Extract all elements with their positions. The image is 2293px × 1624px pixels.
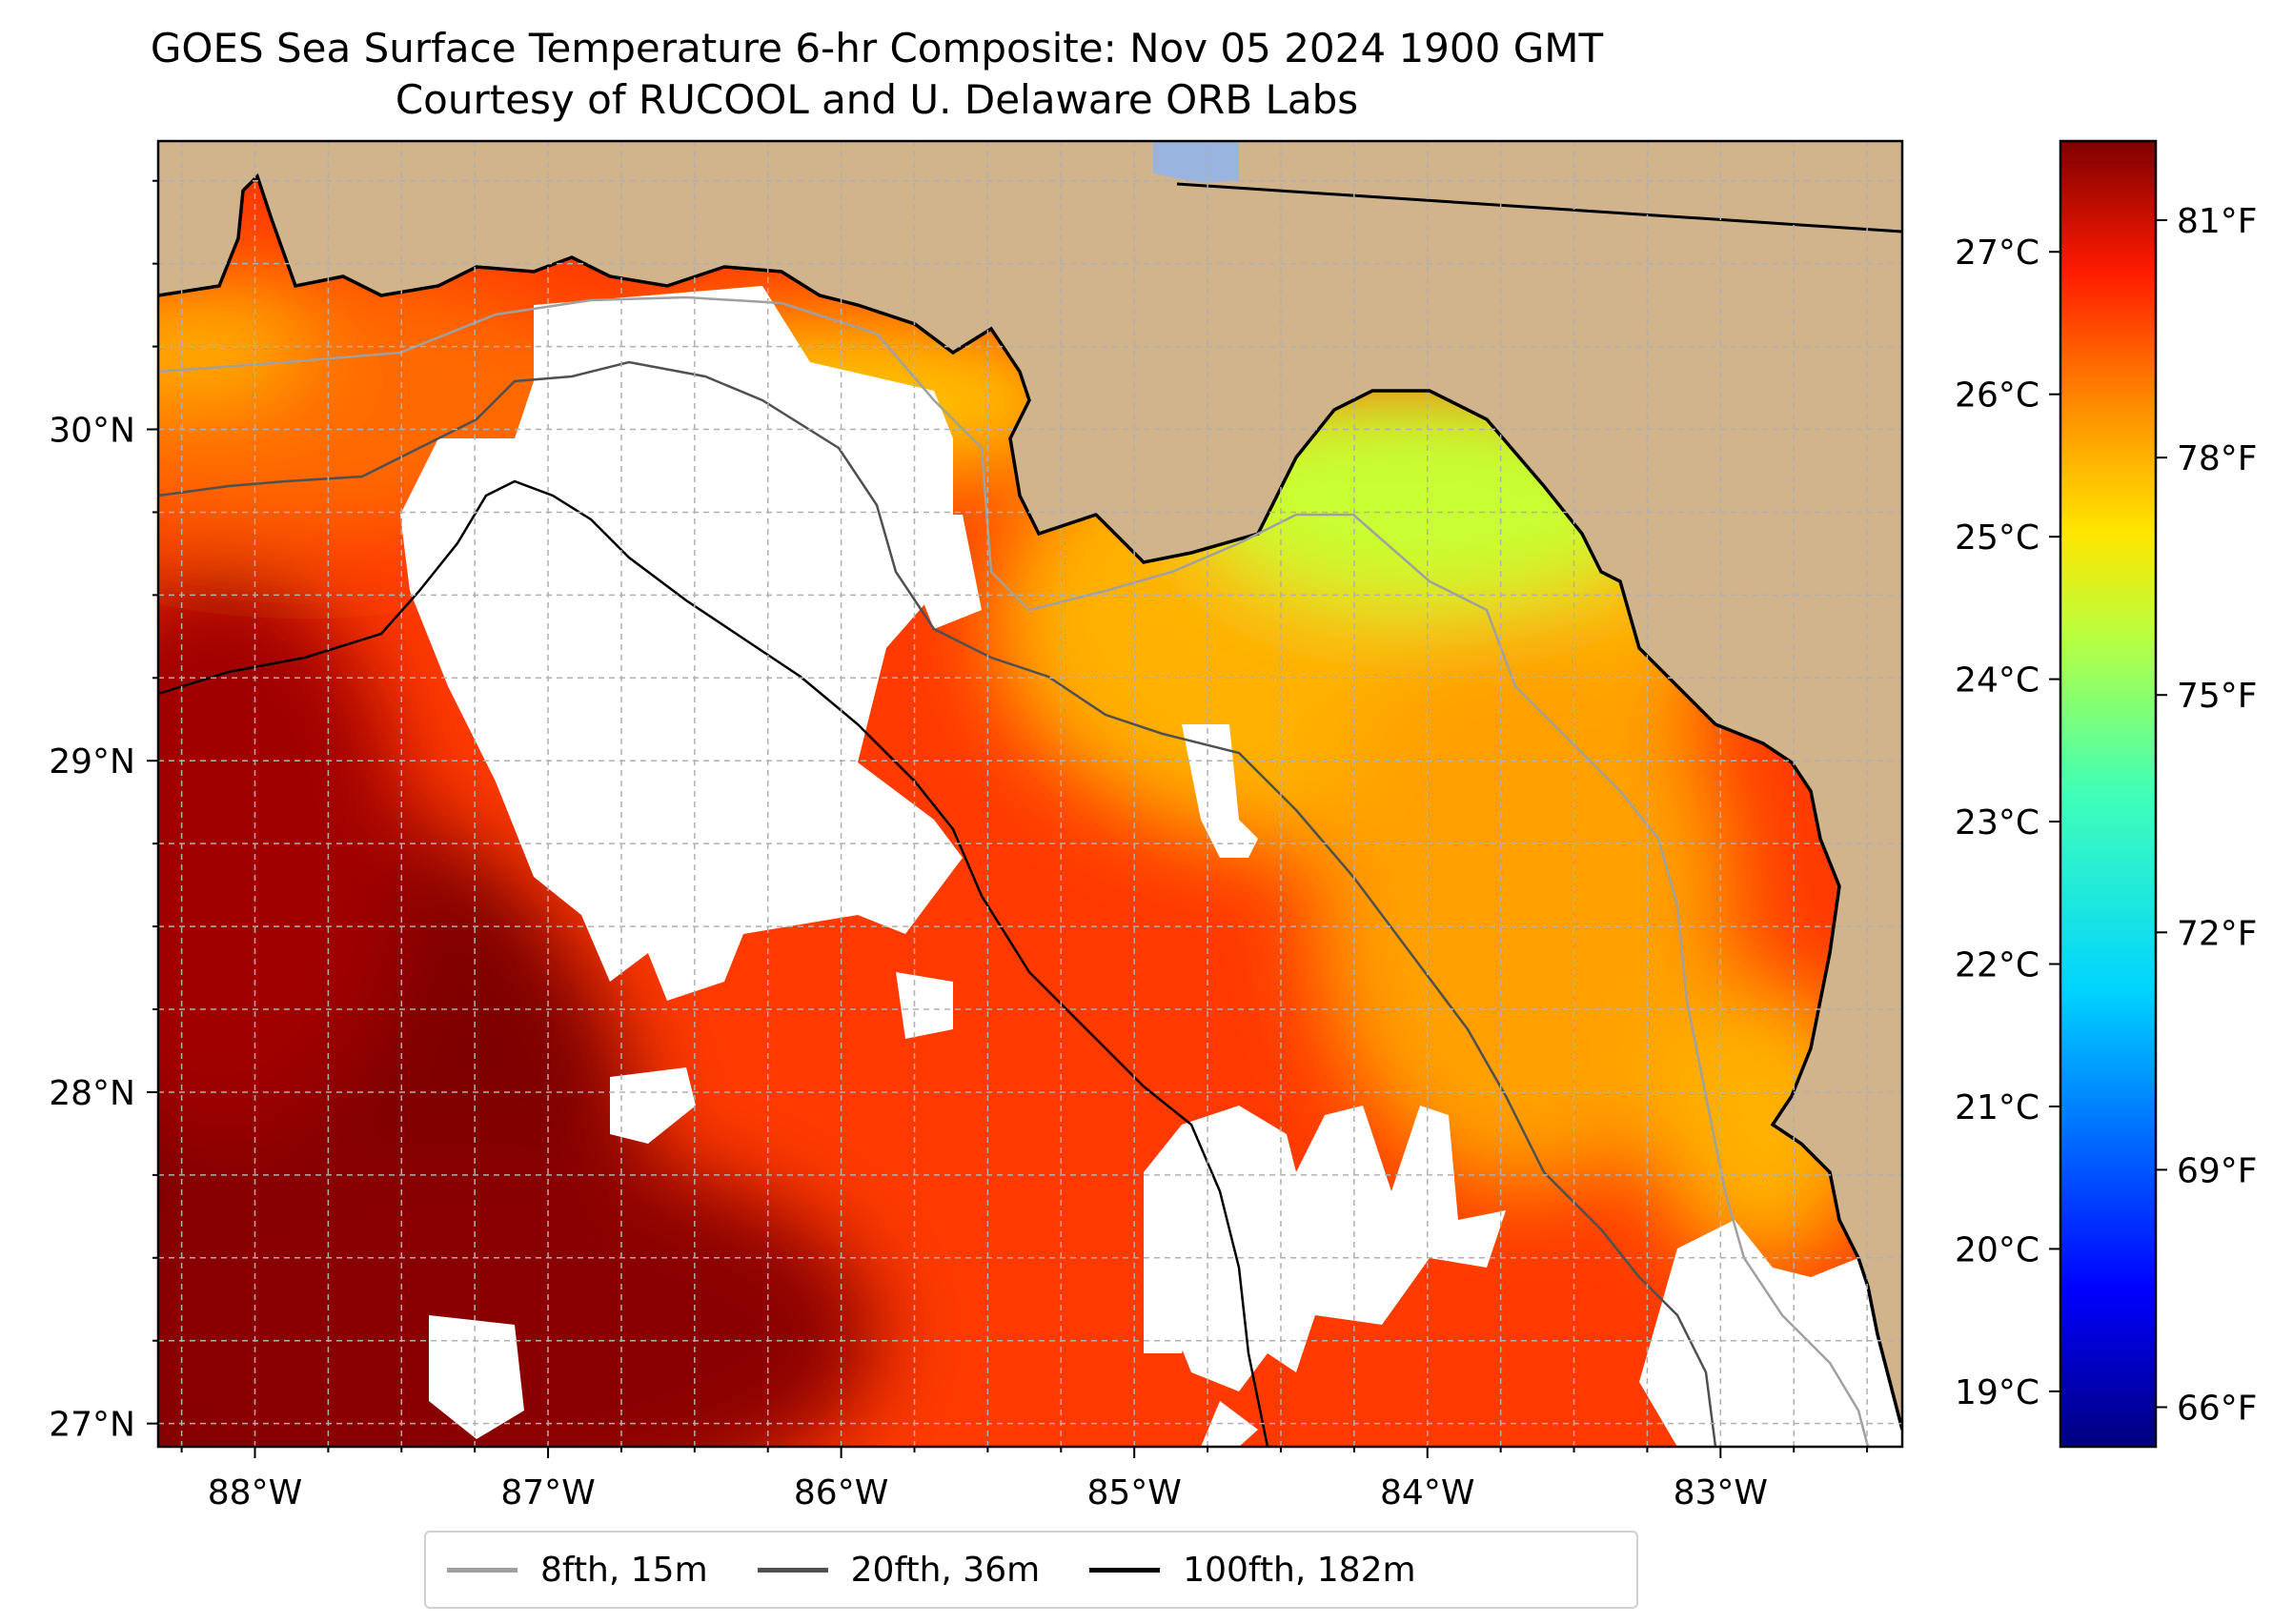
no-data-cloud-se: [1639, 1220, 1902, 1447]
legend-swatch: [757, 1567, 828, 1573]
colorbar-c-label: 23°C: [1955, 803, 2039, 842]
colorbar-f-label: 69°F: [2177, 1151, 2258, 1190]
sst-florida-shelf: [1315, 619, 1735, 1191]
legend-swatch: [1089, 1567, 1161, 1573]
contour-legend: 8fth, 15m 20fth, 36m 100fth, 182m: [424, 1531, 1638, 1609]
map-frame: [156, 139, 1904, 1449]
sst-warm-core-south: [158, 1144, 877, 1447]
no-data-cloud-mid: [1182, 724, 1258, 858]
colorbar-c-label: 20°C: [1955, 1230, 2039, 1269]
no-data-cloud-central: [400, 286, 963, 1001]
contour-100fth: [158, 479, 1269, 1447]
no-data-cloud-apalachicola: [896, 515, 982, 629]
map-title: GOES Sea Surface Temperature 6-hr Compos…: [150, 25, 1604, 71]
no-data-cloud-south: [1144, 1106, 1506, 1391]
colorbar-c-label: 22°C: [1955, 946, 2039, 985]
legend-item: 8fth, 15m: [447, 1551, 708, 1590]
contour-20fth: [158, 360, 1717, 1447]
colorbar-c-label: 25°C: [1955, 518, 2039, 558]
colorbar-c-label: 19°C: [1955, 1373, 2039, 1412]
no-data-regions: [400, 286, 1902, 1447]
lon-tick-label: 86°W: [794, 1473, 888, 1512]
colorbar-f-label: 66°F: [2177, 1389, 2258, 1428]
colorbar-c-label: 24°C: [1955, 661, 2039, 700]
colorbar-c-label: 27°C: [1955, 233, 2039, 273]
lat-tick-label: 28°N: [49, 1074, 135, 1113]
legend-label: 20fth, 36m: [850, 1550, 1041, 1590]
lon-tick-label: 83°W: [1674, 1473, 1768, 1512]
lon-tick-label: 85°W: [1086, 1473, 1181, 1512]
coastline: [158, 173, 1902, 1431]
sst-warm-west: [158, 572, 410, 1144]
colorbar: [2060, 141, 2156, 1447]
legend-item: 100fth, 182m: [1089, 1550, 1416, 1590]
no-data-cloud-sw: [429, 1315, 524, 1439]
lon-tick-label: 87°W: [500, 1473, 595, 1512]
colorbar-c-label: 21°C: [1955, 1088, 2039, 1127]
sst-cool-west: [158, 286, 305, 400]
lon-tick-label: 88°W: [208, 1473, 302, 1512]
colorbar-f-label: 75°F: [2177, 677, 2258, 716]
legend-label: 8fth, 15m: [540, 1550, 708, 1590]
colorbar-axes: 66°F 69°F 72°F 75°F 78°F 81°F 19°C 20°C 21°C 22°C…: [1955, 202, 2257, 1428]
map-axes: 88°W 87°W 86°W 85°W 84°W 83°W 27°N 28°N 29°N 30°N: [49, 179, 1869, 1512]
land: [158, 141, 1902, 1431]
colorbar-f-label: 81°F: [2177, 202, 2258, 241]
state-boundary: [1176, 182, 1902, 233]
colorbar-f-label: 72°F: [2177, 914, 2258, 953]
colorbar-c-label: 26°C: [1955, 376, 2039, 416]
lake-seminole: [1153, 141, 1239, 183]
no-data-cloud-small1: [896, 972, 953, 1039]
lat-tick-label: 30°N: [49, 412, 135, 451]
lon-tick-label: 84°W: [1380, 1473, 1474, 1512]
no-data-cloud-small2: [610, 1067, 696, 1144]
no-data-cloud-mid2: [1144, 1239, 1201, 1353]
map-area: [158, 141, 1902, 1447]
lat-tick-label: 29°N: [49, 742, 135, 782]
legend-item: 20fth, 36m: [757, 1550, 1041, 1590]
gridlines: [158, 141, 1902, 1447]
colorbar-f-label: 78°F: [2177, 439, 2258, 478]
lat-tick-label: 27°N: [49, 1406, 135, 1445]
legend-label: 100fth, 182m: [1183, 1550, 1416, 1590]
map-subtitle: Courtesy of RUCOOL and U. Delaware ORB L…: [395, 76, 1359, 123]
legend-swatch: [447, 1567, 517, 1573]
colorbar-frame: [2059, 139, 2158, 1449]
